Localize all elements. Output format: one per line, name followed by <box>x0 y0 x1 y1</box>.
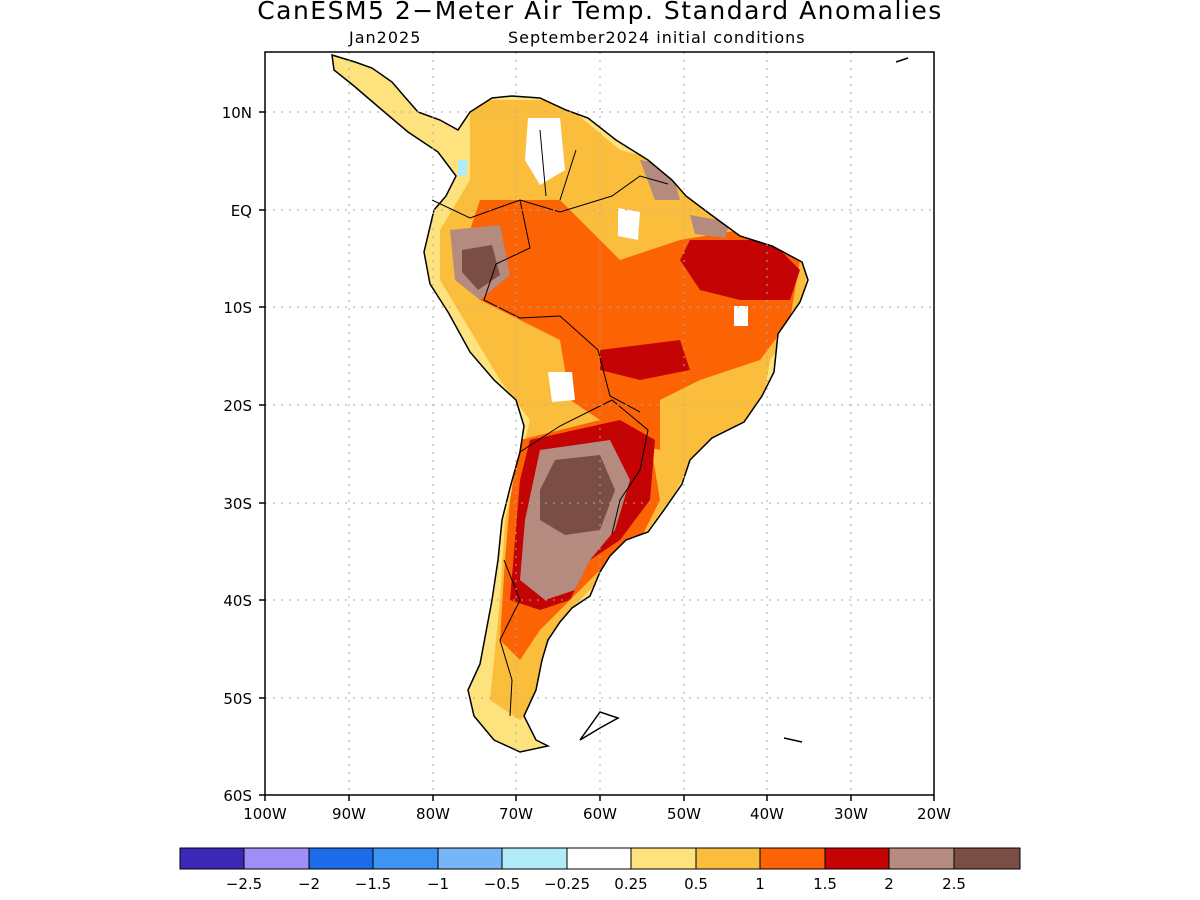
colorbar-label: −0.25 <box>544 875 590 893</box>
latitude-labels: 10N EQ 10S 20S 30S 40S 50S 60S <box>222 104 252 805</box>
colorbar-label: −2.5 <box>226 875 262 893</box>
lat-label: 20S <box>223 397 252 415</box>
lat-label: 30S <box>223 495 252 513</box>
colorbar-label: 0.5 <box>684 875 708 893</box>
lon-label: 50W <box>667 805 701 823</box>
lon-label: 100W <box>243 805 287 823</box>
forecast-month: Jan2025 <box>349 28 422 47</box>
colorbar-swatch <box>501 847 568 870</box>
lon-label: 80W <box>416 805 450 823</box>
lat-label: 60S <box>223 787 252 805</box>
map-title: CanESM5 2−Meter Air Temp. Standard Anoma… <box>257 0 943 25</box>
colorbar-swatch <box>372 847 439 870</box>
colorbar-swatch <box>308 847 374 870</box>
colorbar-swatch <box>179 847 245 870</box>
initial-conditions: September2024 initial conditions <box>508 28 806 47</box>
colorbar-label: 1.5 <box>813 875 837 893</box>
colorbar-swatch <box>630 847 697 870</box>
lon-label: 70W <box>499 805 533 823</box>
lat-label: 40S <box>223 592 252 610</box>
colorbar-swatch <box>824 847 890 870</box>
colorbar: −2.5 −2 −1.5 −1 −0.5 −0.25 0.25 0.5 1 1.… <box>179 847 1021 893</box>
lon-label: 60W <box>583 805 617 823</box>
tick-marks <box>259 111 935 801</box>
colorbar-label: −1 <box>427 875 449 893</box>
lat-label: EQ <box>231 202 252 220</box>
lon-label: 40W <box>750 805 784 823</box>
anomaly-shading <box>332 55 808 752</box>
lat-label: 10S <box>223 299 252 317</box>
colorbar-label: −1.5 <box>355 875 391 893</box>
lon-label: 90W <box>332 805 366 823</box>
colorbar-label: 1 <box>755 875 765 893</box>
colorbar-swatch <box>566 847 632 870</box>
colorbar-swatch <box>243 847 310 870</box>
colorbar-swatch <box>759 847 826 870</box>
lon-label: 30W <box>834 805 868 823</box>
colorbar-swatch <box>953 847 1021 870</box>
lon-label: 20W <box>917 805 951 823</box>
colorbar-label: 2 <box>884 875 894 893</box>
colorbar-label: −0.5 <box>484 875 520 893</box>
lat-label: 10N <box>222 104 252 122</box>
longitude-labels: 100W 90W 80W 70W 60W 50W 40W 30W 20W <box>243 805 951 823</box>
colorbar-swatch <box>695 847 761 870</box>
colorbar-swatch <box>437 847 503 870</box>
colorbar-label: −2 <box>298 875 320 893</box>
colorbar-swatch <box>888 847 955 870</box>
colorbar-label: 0.25 <box>614 875 647 893</box>
coastlines <box>331 54 909 753</box>
colorbar-label: 2.5 <box>942 875 966 893</box>
lat-label: 50S <box>223 690 252 708</box>
